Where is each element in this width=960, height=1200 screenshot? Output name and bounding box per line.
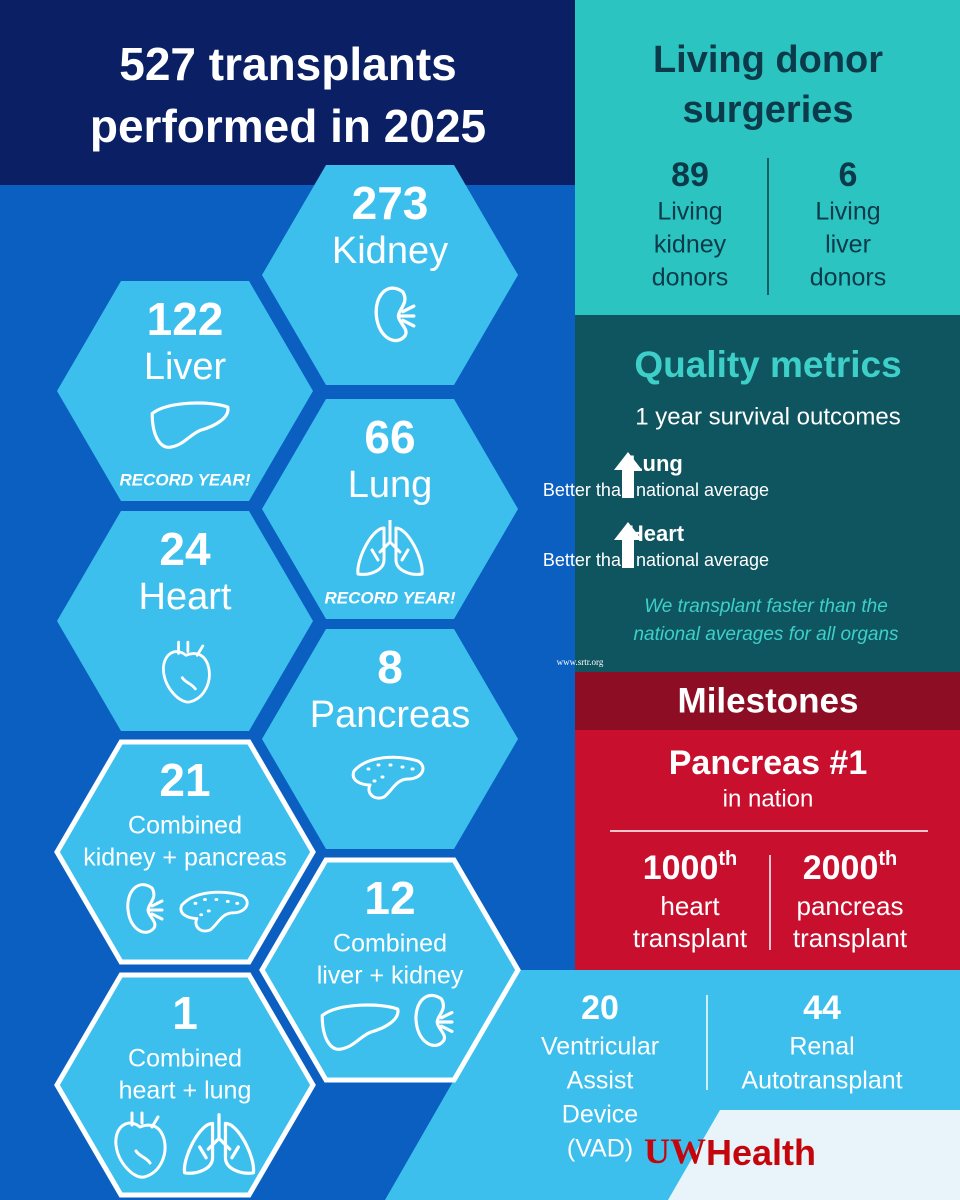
hexagon <box>57 281 313 501</box>
milestone-label: transplant <box>633 923 748 953</box>
procedure-label: Renal <box>789 1033 854 1061</box>
organ-count: 66 <box>364 411 415 463</box>
record-note: RECORD YEAR! <box>120 470 251 489</box>
procedure-count: 20 <box>581 989 619 1027</box>
metric-organ: Lung <box>629 451 683 476</box>
organ-label: Pancreas <box>310 694 471 736</box>
number: 1000 <box>643 849 719 887</box>
donor-label: Living <box>815 198 880 226</box>
record-note: RECORD YEAR! <box>325 588 456 607</box>
milestones-header <box>575 672 960 730</box>
suffix: th <box>718 848 737 870</box>
organ-count: 21 <box>159 754 210 806</box>
organ-label: Liver <box>144 346 227 388</box>
title: performed in 2025 <box>90 100 486 152</box>
procedure-label: Assist <box>567 1067 634 1095</box>
donor-count: 6 <box>839 156 858 194</box>
note: national averages for all organs <box>633 624 899 645</box>
logo-panel <box>668 1110 960 1200</box>
organ-label: Combined <box>128 812 242 840</box>
organ-label: liver + kidney <box>317 962 464 990</box>
section-title: Milestones <box>678 681 859 720</box>
quality-panel <box>575 315 960 672</box>
organ-count: 12 <box>364 872 415 924</box>
title: 527 transplants <box>119 38 456 90</box>
milestone-label: transplant <box>793 923 908 953</box>
section-title: Living donor <box>653 39 883 81</box>
organ-label: Kidney <box>332 230 448 272</box>
organ-label: heart + lung <box>119 1077 252 1105</box>
suffix: th <box>878 848 897 870</box>
milestones-panel <box>575 730 960 970</box>
metric-text: Better than national average <box>543 480 769 500</box>
hexagon <box>262 399 518 619</box>
logo-uw: UW <box>644 1131 706 1171</box>
milestone-label: heart <box>660 891 720 921</box>
organ-label: Lung <box>348 464 433 506</box>
donor-label: liver <box>825 231 871 259</box>
donor-label: donors <box>810 264 886 292</box>
header-panel <box>0 0 575 185</box>
organ-count: 122 <box>147 293 224 345</box>
organ-count: 273 <box>352 177 429 229</box>
up-arrow <box>614 452 642 498</box>
organ-label: Combined <box>128 1045 242 1073</box>
metric-organ: Heart <box>628 521 685 546</box>
procedure-label: (VAD) <box>567 1135 633 1163</box>
logo: UWHealth <box>644 1131 816 1172</box>
donor-count: 89 <box>671 156 709 194</box>
hexagon <box>54 972 316 1198</box>
section-title: Quality metrics <box>634 344 901 385</box>
section-title: surgeries <box>682 89 853 131</box>
headline: Pancreas #1 <box>669 744 868 782</box>
organ-label: Heart <box>139 576 232 618</box>
milestone-number: 2000th <box>803 848 898 887</box>
milestone-number: 1000th <box>643 848 738 887</box>
hexagon <box>54 739 316 965</box>
number: 2000 <box>803 849 879 887</box>
hexagon <box>262 629 518 849</box>
organ-hexagons <box>54 165 521 1198</box>
hexagon <box>57 511 313 731</box>
hexagon <box>262 165 518 385</box>
procedure-label: Ventricular <box>541 1033 659 1061</box>
note: We transplant faster than the <box>644 596 888 617</box>
donor-label: Living <box>657 198 722 226</box>
up-arrow <box>614 522 642 568</box>
texts: 527 transplants performed in 2025 273Kidne… <box>83 38 908 1172</box>
organ-label: kidney + pancreas <box>83 844 287 872</box>
milestone-label: pancreas <box>797 891 904 921</box>
procedure-label: Autotransplant <box>741 1067 902 1095</box>
organ-count: 8 <box>377 641 403 693</box>
donor-label: kidney <box>654 231 727 259</box>
organ-label: Combined <box>333 930 447 958</box>
headline-sub: in nation <box>723 785 814 812</box>
subtitle: 1 year survival outcomes <box>635 403 900 430</box>
procedure-count: 44 <box>803 989 841 1027</box>
hexagon <box>259 857 521 1083</box>
logo-health: Health <box>706 1132 816 1173</box>
organ-count: 24 <box>159 523 211 575</box>
metric-text: Better than national average <box>543 550 769 570</box>
organ-count: 1 <box>172 987 198 1039</box>
source: www.srtr.org <box>557 657 604 667</box>
procedure-label: Device <box>562 1101 638 1129</box>
donor-label: donors <box>652 264 728 292</box>
